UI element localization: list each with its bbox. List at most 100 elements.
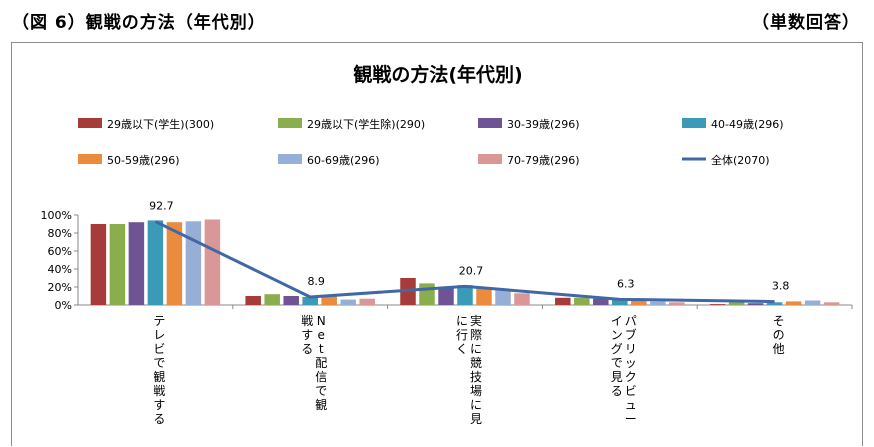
data-label: 8.9 bbox=[307, 275, 325, 288]
total-line: 92.7 8.9 20.7 6.3 3.8 bbox=[149, 200, 789, 304]
category-char: 配 bbox=[315, 356, 327, 370]
category-char: ビ bbox=[625, 384, 637, 398]
category-char: 際 bbox=[470, 328, 482, 342]
category-char: 観 bbox=[315, 398, 327, 412]
category-char: 戦 bbox=[301, 314, 313, 328]
category-char: イ bbox=[611, 314, 623, 328]
category-char: る bbox=[153, 412, 165, 426]
legend-label: 30-39歳(296) bbox=[507, 118, 580, 131]
category-label: その他 bbox=[773, 314, 785, 356]
category-char: に bbox=[470, 398, 482, 412]
bar bbox=[669, 302, 685, 305]
legend-swatch bbox=[682, 118, 706, 128]
bar bbox=[457, 285, 473, 305]
legend-label: 40-49歳(296) bbox=[711, 118, 784, 131]
y-tick-label: 20% bbox=[48, 281, 72, 294]
category-labels: テレビで観戦するNet配信で観戦する実際に競技場に見に行くパブリックビューイング… bbox=[153, 313, 784, 426]
legend-swatch bbox=[478, 154, 502, 164]
category-char: ク bbox=[625, 370, 637, 384]
bar bbox=[245, 296, 261, 305]
data-label: 92.7 bbox=[149, 200, 174, 213]
category-char: 他 bbox=[773, 342, 785, 356]
legend-swatch bbox=[278, 154, 302, 164]
legend-label: 60-69歳(296) bbox=[307, 154, 380, 167]
category-char: る bbox=[611, 384, 623, 398]
category-label: 戦する bbox=[301, 314, 313, 356]
bar bbox=[514, 293, 530, 305]
category-char: グ bbox=[611, 342, 623, 356]
legend-label: 70-79歳(296) bbox=[507, 154, 580, 167]
bar bbox=[631, 298, 647, 305]
category-char: の bbox=[773, 328, 785, 342]
bar bbox=[419, 283, 435, 305]
bar bbox=[747, 303, 764, 305]
legend-swatch bbox=[78, 118, 102, 128]
category-char: 戦 bbox=[153, 384, 165, 398]
bar bbox=[804, 300, 821, 305]
bar bbox=[302, 296, 318, 305]
category-char: 技 bbox=[470, 370, 482, 384]
bar bbox=[495, 289, 511, 305]
category-char: 競 bbox=[470, 355, 482, 370]
category-char: に bbox=[470, 342, 482, 356]
bar bbox=[785, 301, 802, 305]
legend-label: 全体(2070) bbox=[711, 153, 770, 167]
chart-frame: 観戦の方法(年代別) 29歳以下(学生)(300) 29歳以下(学生除)(290)… bbox=[11, 42, 863, 446]
category-char: ー bbox=[625, 412, 637, 426]
bar bbox=[359, 298, 375, 305]
category-char: e bbox=[318, 328, 325, 342]
category-char: 行 bbox=[456, 328, 468, 342]
legend-swatch bbox=[78, 154, 102, 164]
category-char: t bbox=[319, 342, 324, 356]
bar bbox=[90, 224, 107, 305]
data-label: 20.7 bbox=[459, 264, 484, 277]
category-char: で bbox=[153, 356, 165, 370]
bar bbox=[438, 287, 454, 305]
legend: 29歳以下(学生)(300) 29歳以下(学生除)(290) 30-39歳(296)… bbox=[78, 117, 784, 167]
bar bbox=[728, 302, 745, 305]
bar bbox=[283, 296, 299, 305]
bars bbox=[90, 219, 840, 305]
category-char: く bbox=[456, 342, 468, 356]
category-char: る bbox=[301, 342, 313, 356]
bar bbox=[204, 219, 221, 305]
category-char: N bbox=[317, 314, 326, 328]
category-label: に行く bbox=[456, 314, 468, 356]
category-char: で bbox=[315, 384, 327, 398]
bar bbox=[555, 297, 571, 305]
y-tick-label: 60% bbox=[48, 245, 72, 258]
category-char: ュ bbox=[625, 398, 637, 412]
chart: 観戦の方法(年代別) 29歳以下(学生)(300) 29歳以下(学生除)(290)… bbox=[41, 63, 853, 426]
bar bbox=[766, 302, 783, 305]
category-char: 観 bbox=[153, 370, 165, 384]
category-char: ッ bbox=[625, 356, 637, 370]
y-tick-label: 80% bbox=[48, 227, 72, 240]
bar bbox=[340, 299, 356, 305]
bar bbox=[574, 297, 590, 305]
bar bbox=[109, 224, 126, 305]
page-header-answer-type: （単数回答） bbox=[752, 13, 860, 33]
category-char: そ bbox=[773, 314, 785, 328]
category-char: リ bbox=[625, 342, 637, 356]
category-char: す bbox=[301, 328, 313, 342]
category-char: パ bbox=[625, 314, 637, 328]
page-header-title: （図 6）観戦の方法（年代別） bbox=[12, 13, 266, 33]
category-char: ビ bbox=[153, 342, 165, 356]
y-tick-label: 40% bbox=[48, 263, 72, 276]
legend-label: 29歳以下(学生除)(290) bbox=[307, 117, 425, 131]
category-char: 見 bbox=[470, 412, 482, 426]
category-char: レ bbox=[153, 328, 165, 342]
bar bbox=[612, 299, 628, 305]
chart-title: 観戦の方法(年代別) bbox=[353, 63, 522, 86]
category-char: 見 bbox=[611, 370, 623, 384]
bar bbox=[166, 222, 183, 305]
legend-swatch bbox=[478, 118, 502, 128]
category-char: に bbox=[456, 314, 468, 328]
category-char: テ bbox=[153, 314, 165, 328]
bar bbox=[147, 220, 164, 305]
category-char: 信 bbox=[315, 370, 327, 384]
bar bbox=[476, 287, 492, 305]
